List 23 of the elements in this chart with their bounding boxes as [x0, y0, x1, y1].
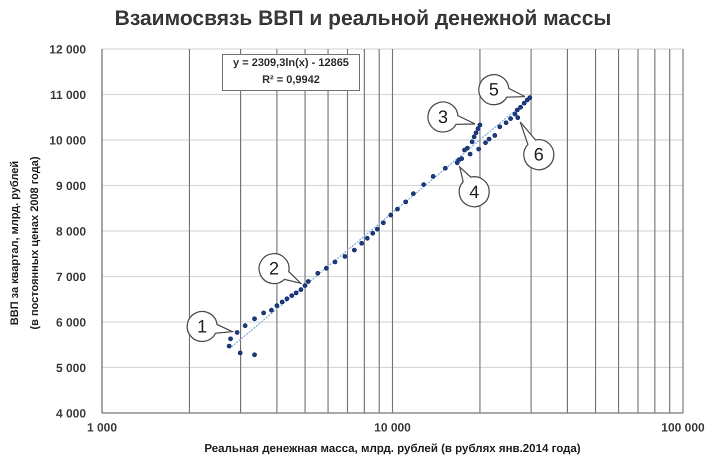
y-tick-label: 10 000	[49, 133, 86, 148]
y-tick-label: 8 000	[56, 224, 86, 238]
x-axis-title: Реальная денежная масса, млрд. рублей (в рублях янв.2014 года)	[203, 443, 582, 455]
x-tick-label: 1 000	[86, 420, 118, 435]
annotation: 4	[469, 182, 480, 202]
annotation: 3	[438, 106, 448, 127]
annotation: 2	[269, 258, 280, 279]
y-tick-label: 11 000	[50, 88, 86, 102]
y-tick-label: 6 000	[56, 315, 86, 330]
annotation: 5	[488, 80, 499, 100]
x-tick-label: 10 000	[374, 420, 412, 435]
y-tick-label: 4 000	[56, 406, 86, 420]
y-tick-label: 12 000	[49, 42, 86, 56]
annotation: R² = 0,9942	[262, 74, 320, 86]
annotation: y = 2309,3ln(x) - 12865	[233, 57, 349, 69]
y-axis-title: ВВП за квартал, млрд. рублей (в постоянных ценах 2008 года)	[8, 155, 42, 332]
annotation: 6	[534, 144, 544, 165]
x-tick-label: 100 000	[661, 420, 706, 435]
chart-title: Взаимосвязь ВВП и реальной денежной массы	[114, 7, 612, 31]
y-tick-label: 9 000	[56, 178, 86, 193]
y-tick-label: 5 000	[56, 360, 86, 375]
y-tick-label: 7 000	[56, 270, 86, 284]
annotation: 1	[197, 316, 208, 336]
